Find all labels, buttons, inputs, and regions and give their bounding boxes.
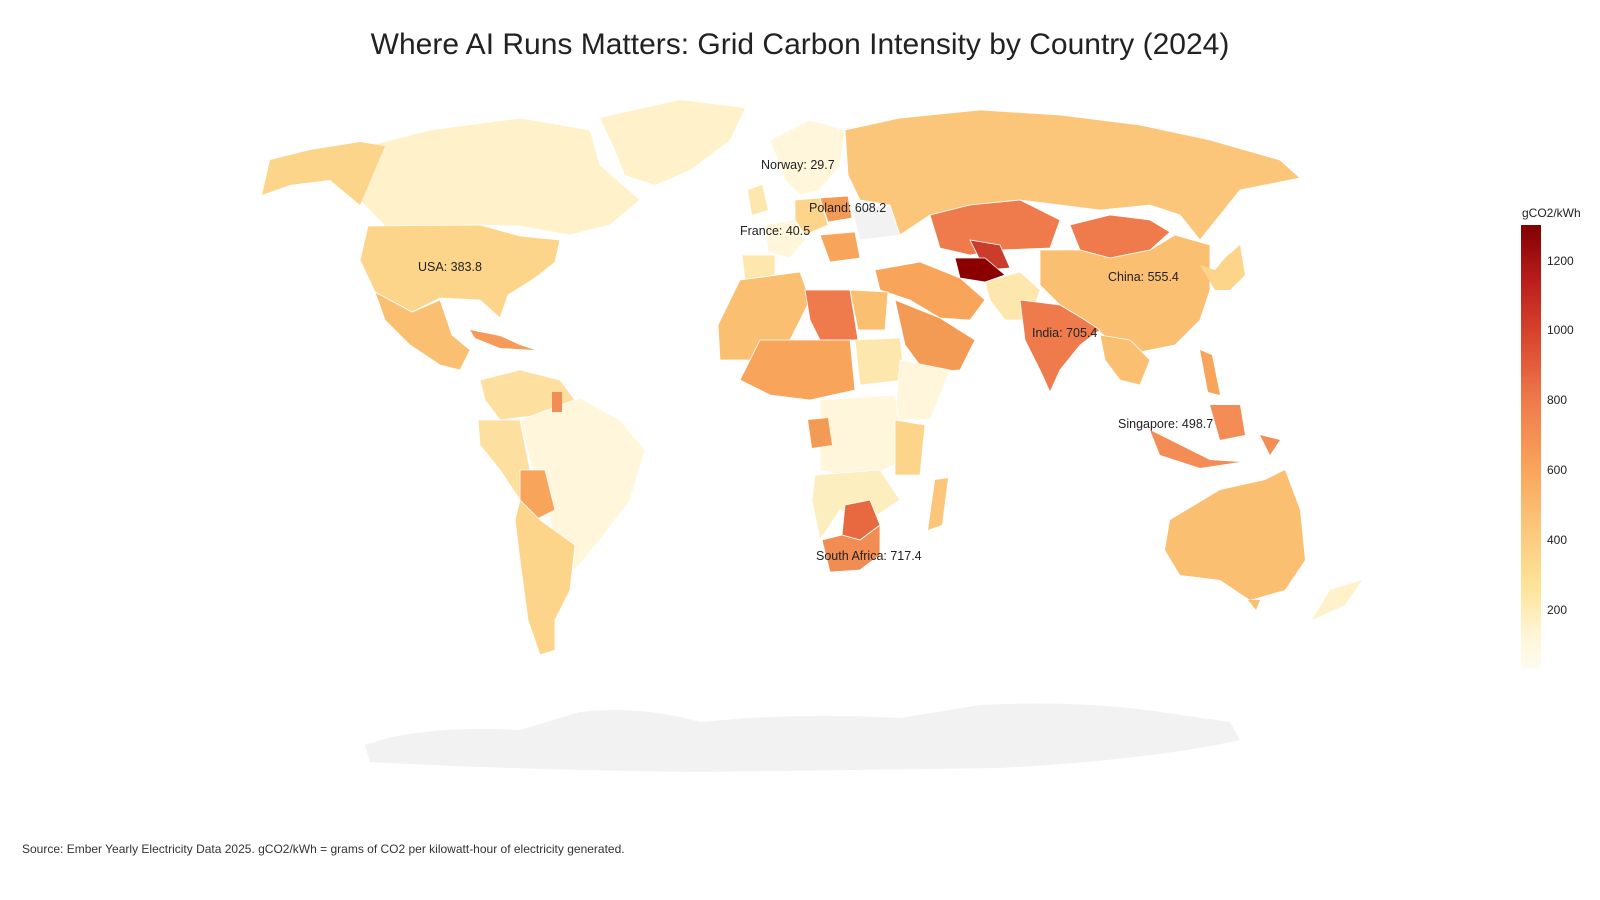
colorbar-tick-800: 800 — [1547, 393, 1568, 407]
region-turkey-iran — [874, 261, 986, 321]
region-southeast-asia — [1099, 334, 1151, 386]
region-caribbean — [470, 330, 535, 350]
region-india[interactable] — [1019, 299, 1101, 393]
region-balkans — [819, 231, 861, 263]
region-madagascar — [928, 478, 948, 530]
region-germany-central — [794, 197, 829, 236]
region-saudi — [894, 299, 976, 373]
region-norway-sweden — [769, 119, 846, 196]
colorbar-tick-1200: 1200 — [1547, 254, 1574, 268]
chart-title: Where AI Runs Matters: Grid Carbon Inten… — [370, 28, 1230, 61]
region-alaska — [262, 142, 385, 205]
region-uk — [748, 185, 768, 215]
annotation-poland: Poland: 608.2 — [809, 201, 886, 215]
region-france — [764, 219, 806, 259]
region-new-zealand — [1312, 580, 1362, 620]
annotation-singapore: Singapore: 498.7 — [1118, 417, 1213, 431]
colorbar-tick-600: 600 — [1547, 463, 1568, 477]
annotation-usa: USA: 383.8 — [418, 260, 482, 274]
region-russia — [844, 109, 1301, 241]
colorbar-title: gCO2/kWh — [1522, 206, 1581, 220]
region-philippines — [1200, 350, 1220, 395]
region-indonesia — [1150, 405, 1280, 468]
region-bolivia — [519, 469, 556, 521]
region-mexico — [374, 291, 471, 371]
region-egypt — [849, 289, 889, 331]
annotation-india: India: 705.4 — [1032, 326, 1097, 340]
annotation-south-africa: South Africa: 717.4 — [816, 549, 922, 563]
annotation-france: France: 40.5 — [740, 224, 810, 238]
region-australia — [1165, 470, 1305, 600]
region-gabon — [808, 418, 832, 448]
region-guyana — [552, 392, 562, 412]
annotation-china: China: 555.4 — [1108, 270, 1179, 284]
region-kazakhstan — [929, 199, 1061, 256]
region-argentina-chile — [514, 499, 576, 656]
annotation-norway: Norway: 29.7 — [761, 158, 835, 172]
region-ethiopia-horn — [894, 359, 951, 421]
region-antarctica — [365, 703, 1240, 772]
source-note: Source: Ember Yearly Electricity Data 20… — [22, 842, 625, 856]
region-japan-korea — [1200, 245, 1245, 290]
region-tasmania — [1248, 600, 1260, 610]
region-poland[interactable] — [819, 195, 853, 223]
region-central-africa — [819, 394, 906, 481]
region-south-africa[interactable] — [821, 524, 881, 573]
colorbar-tick-200: 200 — [1547, 603, 1568, 617]
colorbar-tick-1000: 1000 — [1547, 323, 1574, 337]
region-canada — [359, 117, 641, 236]
colorbar — [1521, 225, 1541, 668]
region-turkmenistan — [954, 257, 1006, 283]
colorbar-tick-400: 400 — [1547, 533, 1568, 547]
region-sudan — [854, 337, 906, 386]
region-libya — [804, 289, 859, 341]
region-sahel — [739, 339, 856, 401]
region-greenland — [600, 100, 745, 185]
region-kenya-tanzania — [894, 419, 926, 476]
